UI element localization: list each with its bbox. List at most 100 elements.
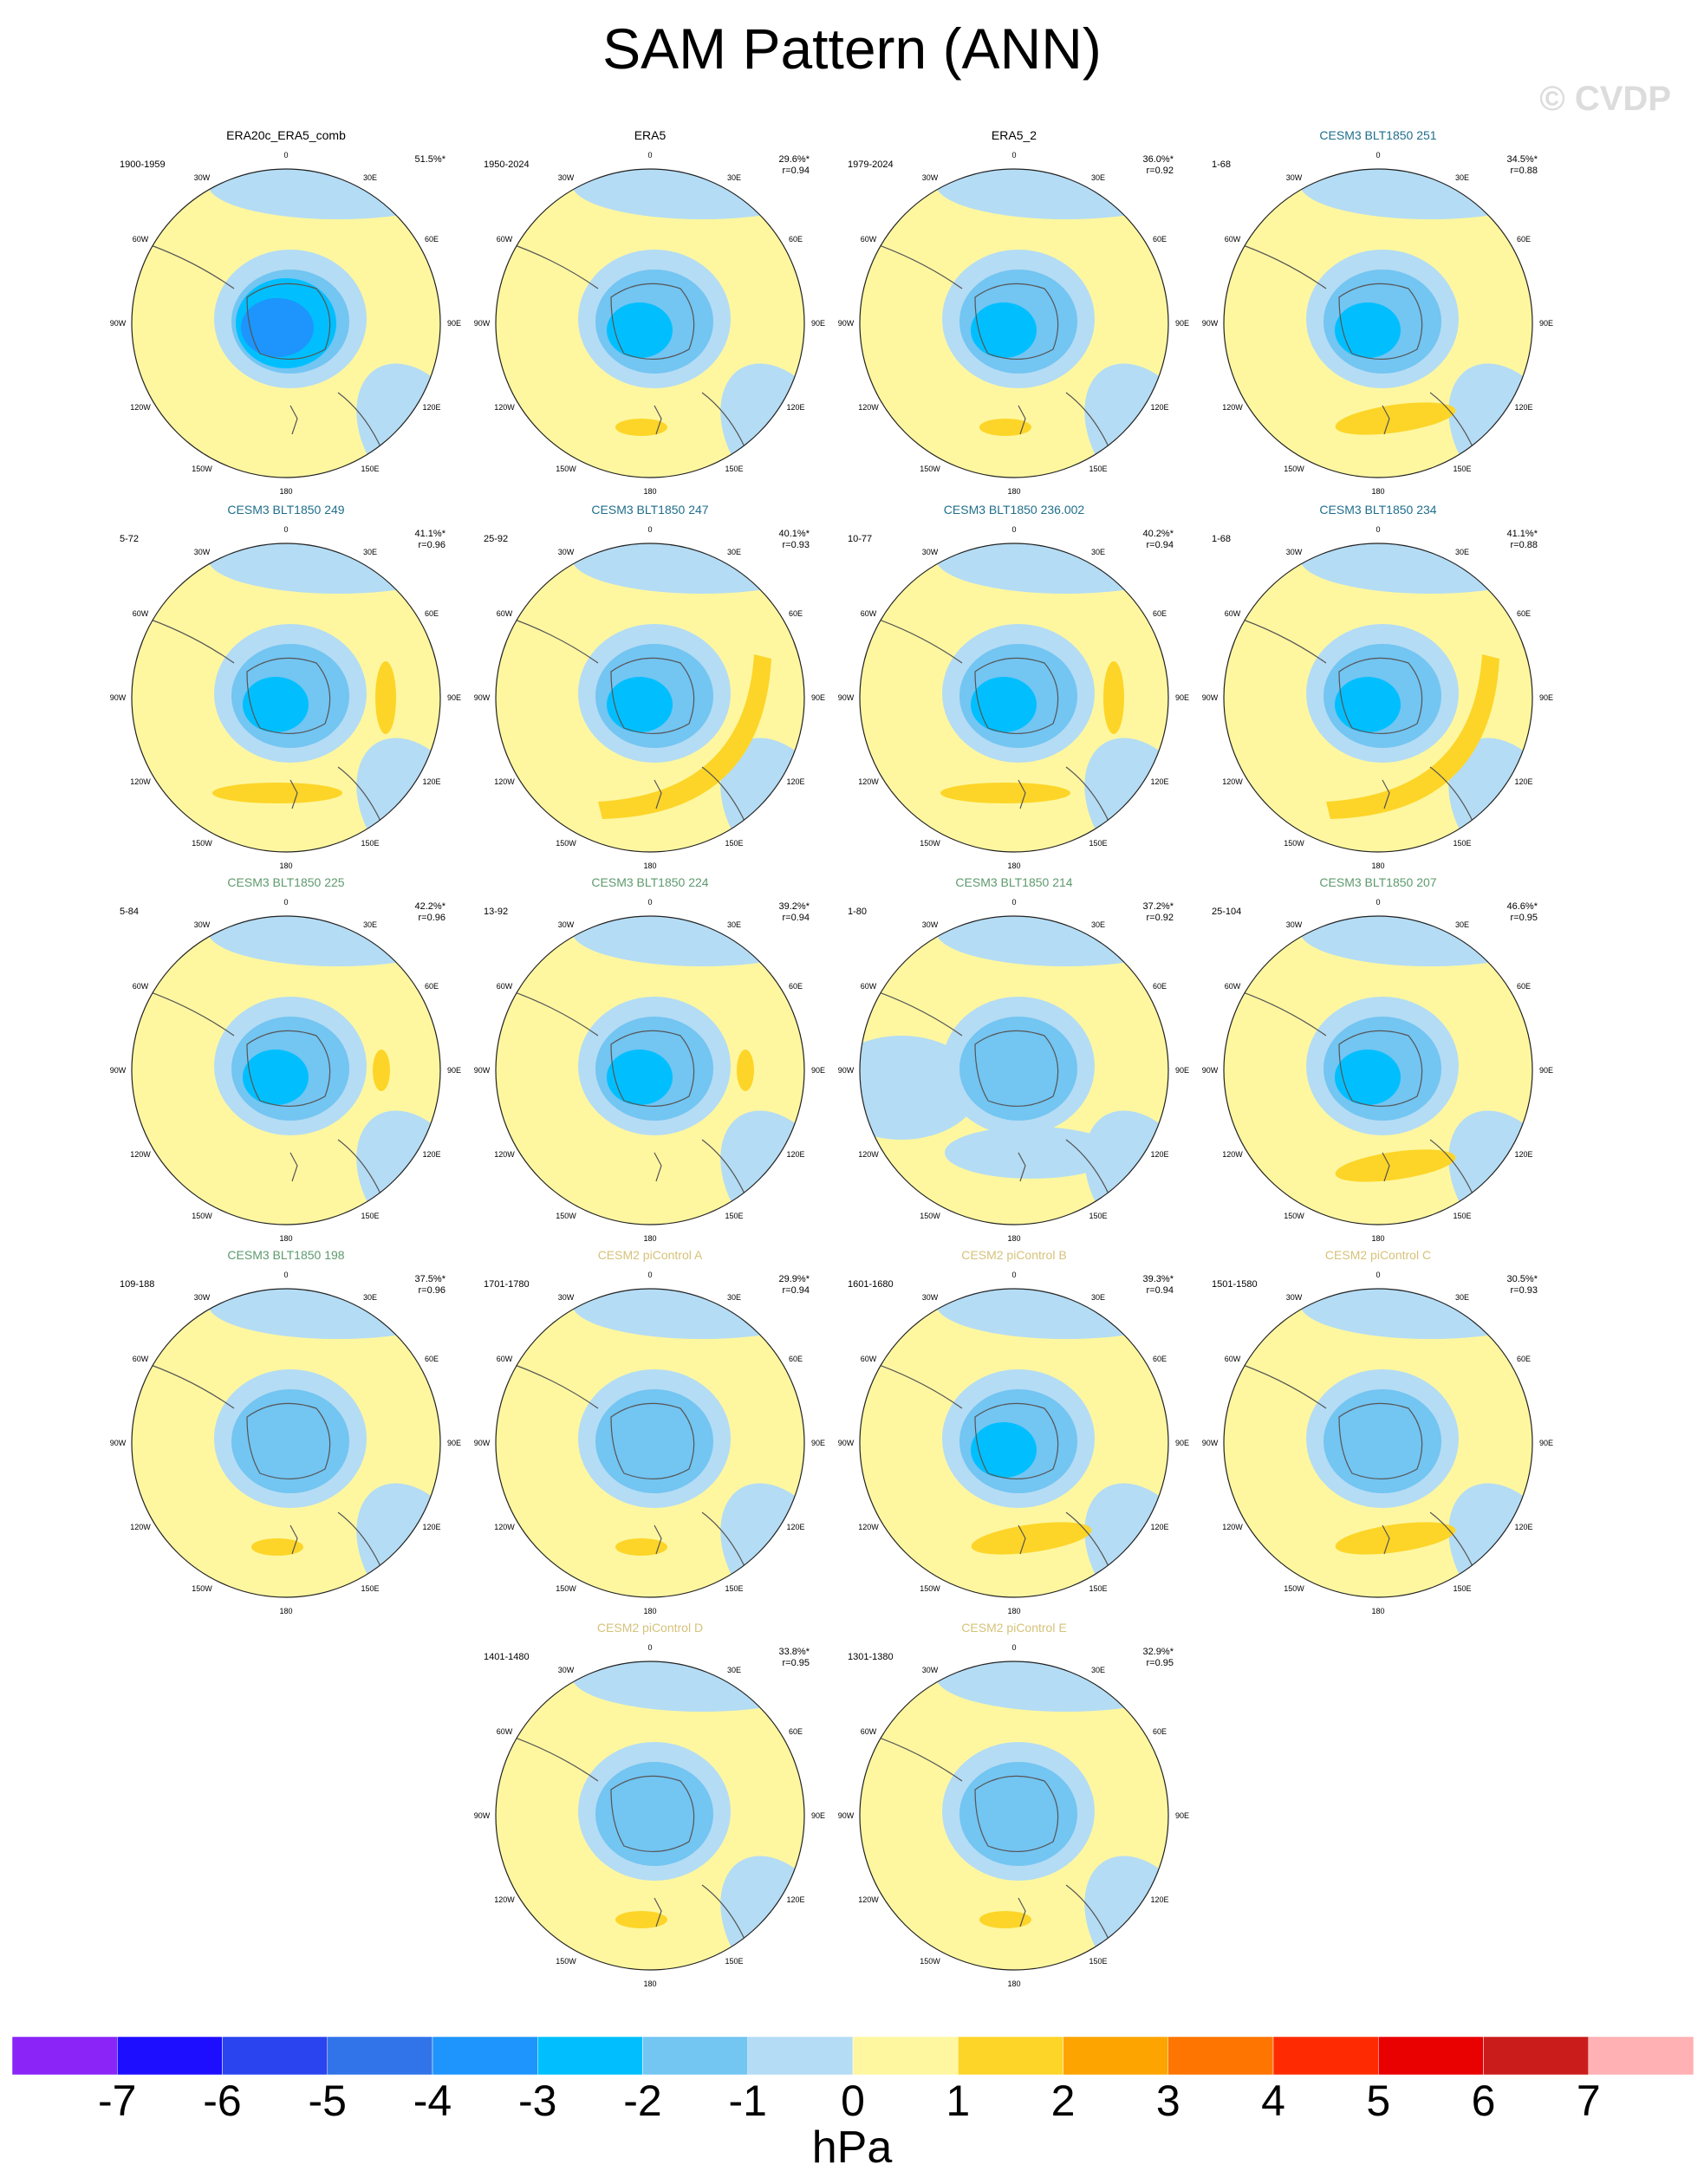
map-boundary <box>131 1288 441 1598</box>
panel-stats: 29.9%* r=0.94 <box>779 1274 810 1297</box>
longitude-label: 90W <box>474 319 491 328</box>
longitude-label: 90W <box>838 1811 855 1820</box>
longitude-label: 120E <box>786 1523 804 1531</box>
longitude-label: 120W <box>858 1895 879 1904</box>
longitude-label: 60W <box>861 1727 877 1736</box>
map-panel: CESM3 BLT1850 224 13-92 39.2%* r=0.94 0 30E 60… <box>468 875 832 1248</box>
panel-title: ERA5_2 <box>991 128 1037 142</box>
map-panel: ERA5 1950-2024 29.6%* r=0.94 0 30E 60E 90E 120E 1… <box>468 128 832 501</box>
longitude-label: 30E <box>363 173 377 182</box>
polar-map: 0 30E 60E 90E 120E 150E 180 150W 120W 90W 60W 30W <box>838 525 1189 870</box>
new-zealand-outline <box>1018 1152 1026 1182</box>
longitude-label: 150W <box>1284 1212 1304 1220</box>
longitude-label: 180 <box>1371 861 1384 870</box>
longitude-label: 150E <box>1453 839 1471 848</box>
longitude-label: 60W <box>497 1355 513 1363</box>
longitude-label: 150E <box>725 1212 743 1220</box>
longitude-label: 60W <box>861 1355 877 1363</box>
longitude-label: 120W <box>858 777 879 786</box>
antarctica-outline <box>1338 283 1423 361</box>
longitude-label: 90E <box>1175 693 1189 702</box>
negative-anomaly-region <box>572 543 804 594</box>
negative-anomaly-core <box>241 298 314 357</box>
new-zealand-outline <box>654 405 662 435</box>
longitude-label: 150E <box>361 465 379 473</box>
panel-title: CESM2 piControl E <box>961 1621 1067 1635</box>
longitude-label: 120W <box>494 1895 515 1904</box>
longitude-label: 0 <box>1376 898 1380 907</box>
panel-title: ERA20c_ERA5_comb <box>226 128 346 142</box>
polar-map: 0 30E 60E 90E 120E 150E 180 150W 120W 90W 60W 30W <box>838 1643 1189 1988</box>
map-boundary <box>1223 915 1533 1225</box>
longitude-label: 30W <box>558 548 575 556</box>
longitude-label: 90E <box>447 1439 461 1447</box>
longitude-label: 120E <box>422 777 440 786</box>
colorbar-tick-label: 5 <box>1366 2077 1391 2125</box>
antarctica-outline <box>1338 1030 1423 1108</box>
negative-anomaly-region <box>572 169 804 219</box>
longitude-label: 60W <box>861 982 877 991</box>
positive-anomaly-core <box>598 654 771 819</box>
panel-title: CESM3 BLT1850 225 <box>227 875 345 889</box>
longitude-label: 60W <box>133 982 149 991</box>
longitude-label: 150E <box>1089 1584 1107 1593</box>
colorbar-swatch <box>1272 2037 1379 2075</box>
antarctica-outline <box>610 283 695 361</box>
longitude-label: 60W <box>133 609 149 618</box>
negative-anomaly-core <box>1335 302 1401 358</box>
colorbar-tick-label: 4 <box>1261 2077 1285 2125</box>
longitude-label: 150W <box>192 465 212 473</box>
positive-anomaly-core <box>1335 1522 1456 1555</box>
longitude-label: 0 <box>1011 151 1016 159</box>
longitude-label: 150E <box>725 1957 743 1966</box>
map-boundary <box>859 1288 1169 1598</box>
longitude-label: 150W <box>556 1957 576 1966</box>
longitude-label: 120E <box>1514 1523 1532 1531</box>
negative-anomaly-core <box>243 677 309 732</box>
negative-anomaly-region <box>936 543 1168 594</box>
panel-title: CESM2 piControl C <box>1324 1248 1432 1262</box>
antarctica-outline <box>246 1030 331 1108</box>
longitude-label: 150W <box>556 1212 576 1220</box>
negative-anomaly-core <box>607 1050 673 1105</box>
map-boundary <box>1223 1288 1533 1598</box>
panel-stats: 37.2%* r=0.92 <box>1143 901 1174 924</box>
colorbar-units: hPa <box>811 2122 893 2173</box>
percent-variance: 41.1%* <box>414 529 446 539</box>
longitude-label: 60E <box>425 982 439 991</box>
longitude-label: 90E <box>1175 1811 1189 1820</box>
longitude-label: 30W <box>558 173 575 182</box>
longitude-label: 30E <box>1455 548 1469 556</box>
longitude-label: 60E <box>425 235 439 244</box>
colorbar-swatch <box>222 2037 328 2075</box>
panel-stats: 34.5%* r=0.88 <box>1507 154 1538 177</box>
antarctica-outline <box>974 1775 1059 1853</box>
pattern-correlation: r=0.94 <box>782 166 810 176</box>
panel-period: 1401-1480 <box>484 1652 530 1662</box>
map-panel: CESM3 BLT1850 198 109-188 37.5%* r=0.96 0 30E… <box>104 1248 468 1621</box>
longitude-label: 180 <box>1371 487 1384 496</box>
new-zealand-outline <box>1018 405 1026 435</box>
longitude-label: 60E <box>1153 1355 1167 1363</box>
longitude-label: 180 <box>279 487 292 496</box>
pattern-correlation: r=0.92 <box>1146 913 1174 923</box>
colorbar-swatch <box>852 2037 959 2075</box>
colorbar-tick-label: -2 <box>623 2077 662 2125</box>
longitude-label: 30E <box>1455 920 1469 929</box>
longitude-label: 150E <box>1453 1212 1471 1220</box>
longitude-label: 150E <box>1089 839 1107 848</box>
longitude-label: 90W <box>110 319 127 328</box>
pattern-correlation: r=0.94 <box>1146 540 1174 550</box>
pattern-correlation: r=0.96 <box>418 540 446 550</box>
pattern-correlation: r=0.95 <box>1510 913 1538 923</box>
longitude-label: 150E <box>361 839 379 848</box>
pattern-correlation: r=0.92 <box>1146 166 1174 176</box>
new-zealand-outline <box>1018 779 1026 809</box>
longitude-label: 60W <box>497 982 513 991</box>
panel-period: 1601-1680 <box>848 1279 894 1290</box>
longitude-label: 30W <box>194 548 211 556</box>
polar-map: 0 30E 60E 90E 120E 150E 180 150W 120W 90W 60W 30W <box>474 1271 825 1615</box>
panel-period: 5-84 <box>120 907 140 917</box>
longitude-label: 60W <box>1225 1355 1241 1363</box>
longitude-label: 180 <box>643 487 656 496</box>
